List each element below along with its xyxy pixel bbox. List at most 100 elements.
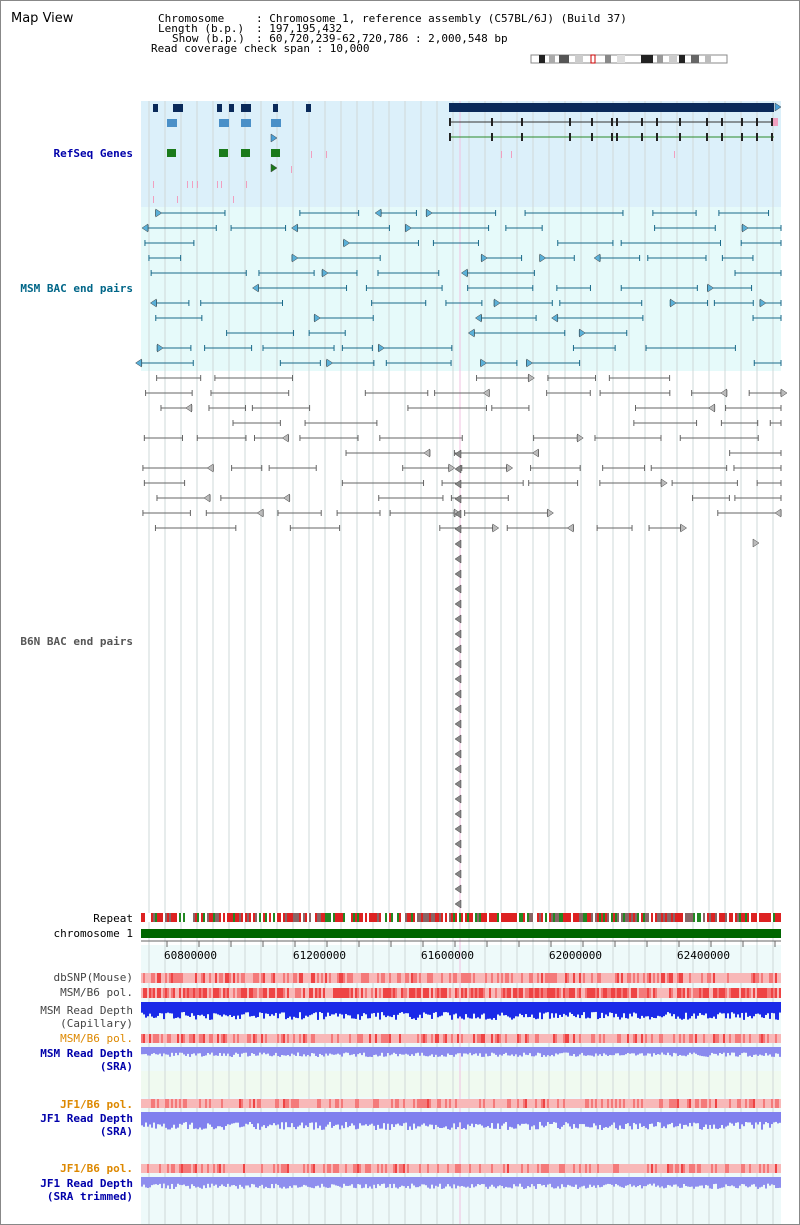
jf1-b6-pol-mark [525, 1099, 527, 1108]
msm-depth-capillary-bar [629, 1002, 631, 1014]
msm-b6-pol-mark [269, 988, 271, 998]
msm-depth-sra-bar [637, 1047, 639, 1055]
jf1-b6-pol-mark [527, 1164, 529, 1173]
track-label-jf1-pol-1[interactable]: JF1/B6 pol. [60, 1098, 133, 1111]
jf1-b6-pol-mark [299, 1164, 301, 1173]
msm-depth-sra-bar [423, 1047, 425, 1056]
dbsnp-mark [191, 973, 193, 983]
repeat-mark [171, 913, 173, 922]
jf1-depth-sra-bar [613, 1112, 615, 1123]
jf1-b6-pol-mark [715, 1099, 717, 1108]
msm-b6-pol-mark [367, 1034, 369, 1043]
msm-b6-pol-mark [229, 1034, 231, 1043]
repeat-mark [279, 913, 281, 922]
msm-b6-pol-mark [537, 988, 539, 998]
repeat-mark [423, 913, 425, 922]
jf1-depth-trimmed-bar [719, 1177, 721, 1189]
track-label-msm-depth-capillary[interactable]: MSM Read Depth [40, 1004, 133, 1017]
track-label-msm-b6-pol-2[interactable]: MSM/B6 pol. [60, 1032, 133, 1045]
repeat-mark [525, 913, 527, 922]
track-label-chromosome[interactable]: chromosome 1 [53, 927, 133, 940]
msm-b6-pol-mark [491, 1034, 493, 1043]
jf1-depth-sra-bar [237, 1112, 239, 1123]
repeat-mark [349, 913, 351, 922]
repeat-mark [633, 913, 635, 922]
msm-b6-pol-mark [691, 988, 693, 998]
jf1-depth-sra-bar [349, 1112, 351, 1126]
msm-b6-pol-mark [417, 1034, 419, 1043]
repeat-mark [745, 913, 747, 922]
dbsnp-mark [287, 973, 289, 983]
b6n-bac-arrow [423, 448, 431, 458]
jf1-b6-pol-mark [325, 1164, 327, 1173]
track-label-refseq[interactable]: RefSeq Genes [53, 147, 133, 160]
jf1-depth-sra-bar [621, 1112, 623, 1129]
track-label-b6n-bac[interactable]: B6N BAC end pairs [20, 635, 133, 648]
jf1-b6-pol-mark [699, 1099, 701, 1108]
msm-depth-capillary-bar [155, 1002, 157, 1018]
msm-depth-capillary-bar [685, 1002, 687, 1013]
jf1-b6-pol-mark [631, 1099, 633, 1108]
jf1-depth-sra-bar [727, 1112, 729, 1126]
msm-depth-capillary-bar [691, 1002, 693, 1017]
track-label-msm-bac[interactable]: MSM BAC end pairs [20, 282, 133, 295]
msm-b6-pol-mark [423, 988, 425, 998]
msm-b6-pol-mark [547, 1034, 549, 1043]
chromosome-ideogram[interactable] [529, 53, 731, 65]
dbsnp-mark [621, 973, 623, 983]
track-label-dbsnp[interactable]: dbSNP(Mouse) [53, 971, 133, 984]
jf1-b6-pol-mark [569, 1164, 571, 1173]
msm-b6-pol-mark [385, 988, 387, 998]
jf1-b6-pol-mark [185, 1164, 187, 1173]
msm-b6-pol-mark [641, 988, 643, 998]
repeat-mark [553, 913, 555, 922]
msm-depth-sra-bar [287, 1047, 289, 1055]
msm-b6-pol-mark [653, 1034, 655, 1043]
msm-b6-pol-mark [503, 988, 505, 998]
msm-b6-pol-mark [461, 1034, 463, 1043]
msm-b6-pol-mark [523, 1034, 525, 1043]
msm-bac-arrow [156, 343, 164, 353]
track-label-jf1-pol-2[interactable]: JF1/B6 pol. [60, 1162, 133, 1175]
track-label-jf1-depth-sra[interactable]: JF1 Read Depth [40, 1112, 133, 1125]
msm-b6-pol-mark [413, 988, 415, 998]
msm-depth-capillary-bar [349, 1002, 351, 1016]
track-label-msm-depth-sra[interactable]: MSM Read Depth [40, 1047, 133, 1060]
msm-b6-pol-mark [209, 1034, 211, 1043]
jf1-depth-sra-bar [693, 1112, 695, 1123]
repeat-mark [457, 913, 459, 922]
jf1-depth-sra-bar [255, 1112, 257, 1130]
track-label-msm-b6-pol-1[interactable]: MSM/B6 pol. [60, 986, 133, 999]
jf1-depth-trimmed-bar [453, 1177, 455, 1185]
b6n-bac-arrow [454, 524, 462, 534]
msm-b6-pol-mark [567, 988, 569, 998]
msm-b6-pol-mark [429, 988, 431, 998]
gene-exon [491, 133, 493, 141]
jf1-b6-pol-mark [295, 1099, 297, 1108]
jf1-b6-pol-mark [731, 1099, 733, 1108]
repeat-mark [579, 913, 581, 922]
jf1-b6-pol-mark [219, 1099, 221, 1108]
jf1-b6-pol-mark [519, 1099, 521, 1108]
jf1-b6-pol-mark [721, 1099, 723, 1108]
jf1-b6-pol-mark [511, 1099, 513, 1108]
msm-b6-pol-mark [637, 988, 639, 998]
msm-depth-capillary-bar [383, 1002, 385, 1016]
msm-b6-pol-mark [245, 1034, 247, 1043]
jf1-b6-pol-mark [543, 1164, 545, 1173]
track-label-jf1-depth-trimmed[interactable]: JF1 Read Depth [40, 1177, 133, 1190]
track-label-repeat[interactable]: Repeat [93, 912, 133, 925]
msm-b6-pol-mark [645, 1034, 647, 1043]
msm-depth-capillary-bar [759, 1002, 761, 1015]
repeat-mark [689, 913, 691, 922]
jf1-depth-trimmed-bar [731, 1177, 733, 1186]
msm-b6-pol-mark [387, 1034, 389, 1043]
msm-depth-sra-bar [205, 1047, 207, 1056]
gene-exon [721, 133, 723, 141]
msm-bac-arrow [526, 358, 534, 368]
jf1-depth-trimmed-bar [217, 1177, 219, 1188]
jf1-b6-pol-mark [523, 1164, 525, 1173]
msm-depth-sra-bar [295, 1047, 297, 1056]
dbsnp-mark [313, 973, 315, 983]
jf1-b6-pol-mark [613, 1164, 615, 1173]
